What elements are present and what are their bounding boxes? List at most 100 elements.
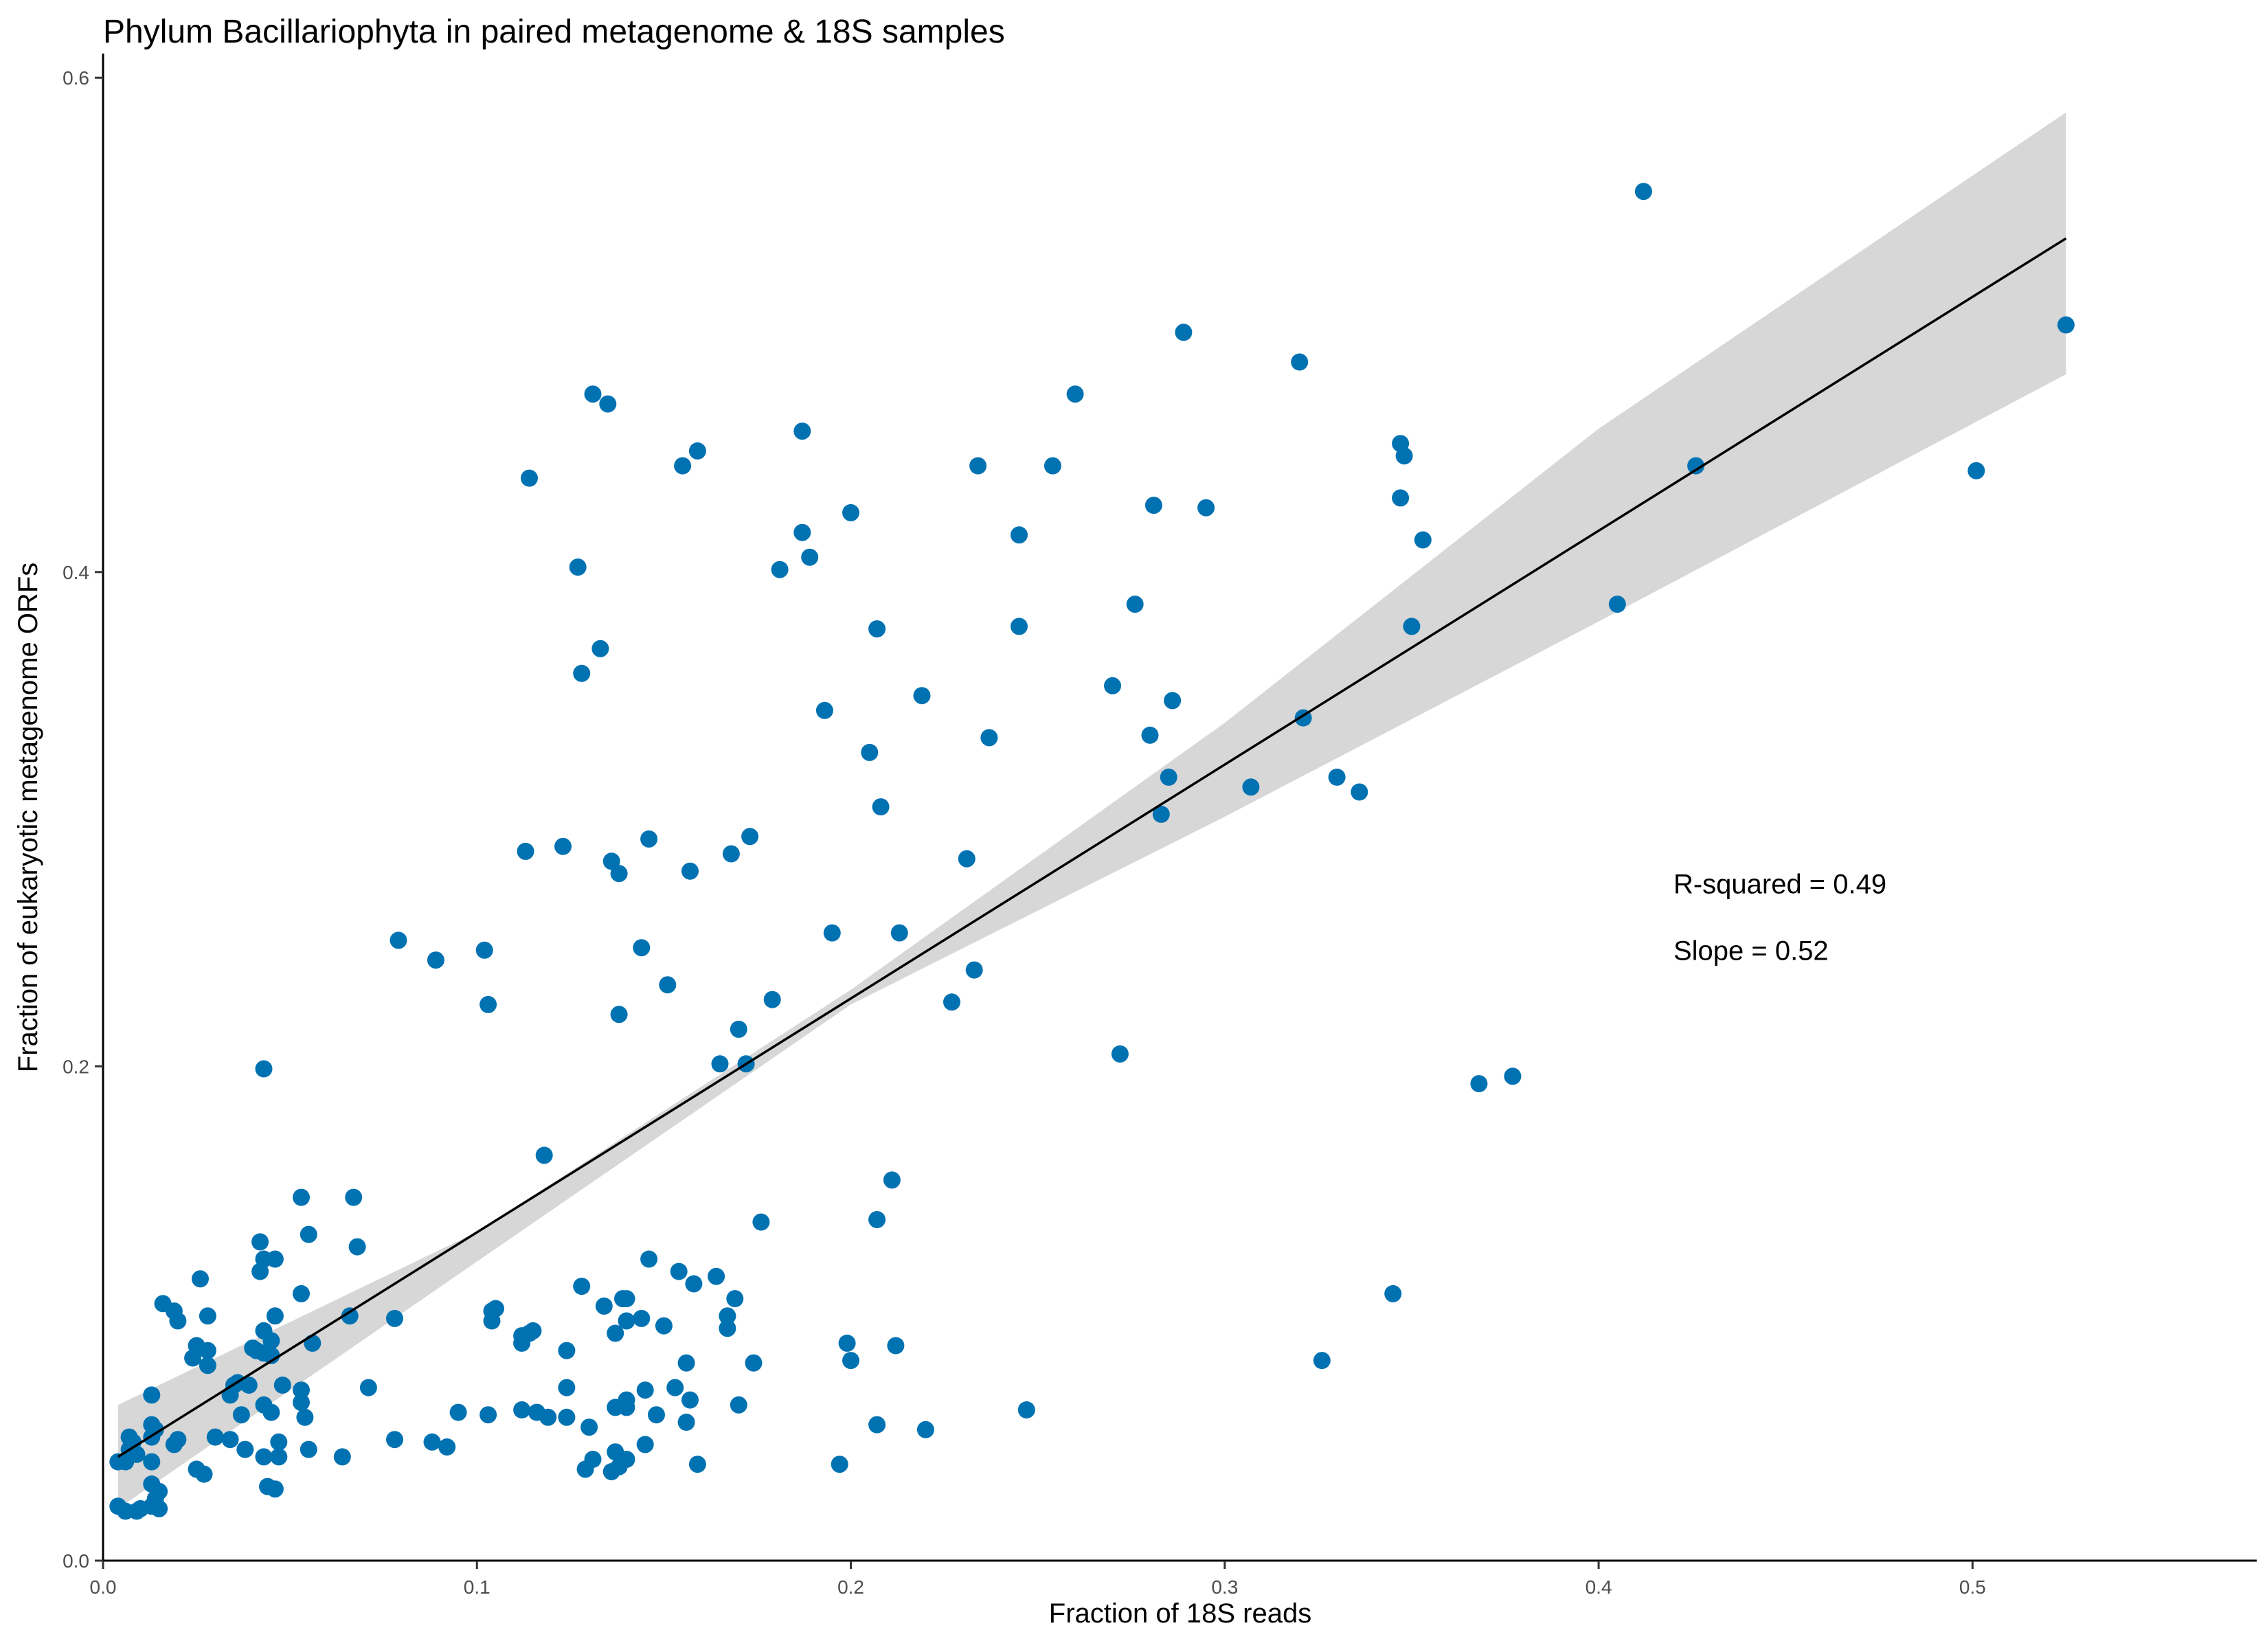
data-point — [943, 993, 960, 1011]
data-point — [266, 1250, 284, 1268]
data-point — [221, 1431, 239, 1449]
data-point — [1392, 489, 1410, 507]
data-point — [730, 1396, 747, 1414]
data-point — [640, 830, 658, 848]
data-point — [842, 1352, 859, 1370]
data-point — [1470, 1075, 1488, 1093]
data-point — [958, 850, 975, 868]
data-point — [304, 1334, 322, 1352]
y-axis-title: Fraction of eukaryotic metagenome ORFs — [13, 563, 43, 1073]
data-point — [584, 385, 602, 403]
data-point — [633, 939, 651, 957]
data-point — [199, 1342, 216, 1359]
data-point — [883, 1171, 901, 1189]
annotation-layer: R-squared = 0.49 Slope = 0.52 — [1673, 870, 1886, 966]
data-point — [199, 1357, 216, 1374]
data-point — [1351, 783, 1368, 801]
data-point — [591, 640, 609, 657]
data-point — [270, 1433, 288, 1451]
data-point — [386, 1431, 403, 1449]
data-point — [838, 1334, 856, 1352]
data-point — [513, 1401, 531, 1418]
x-tick-label: 0.4 — [1586, 1576, 1612, 1598]
data-point — [1144, 497, 1162, 514]
data-point — [681, 1391, 699, 1409]
data-point — [348, 1238, 366, 1256]
data-point — [618, 1290, 635, 1308]
data-point — [1011, 526, 1028, 544]
data-point — [438, 1438, 456, 1456]
stat-annotation: R-squared = 0.49 — [1673, 870, 1886, 900]
data-point — [868, 1211, 886, 1228]
data-point — [240, 1377, 258, 1394]
data-point — [359, 1379, 377, 1396]
data-point — [711, 1055, 729, 1073]
chart-title: Phylum Bacillariophyta in paired metagen… — [103, 14, 1005, 50]
data-point — [300, 1225, 317, 1243]
data-point — [1044, 457, 1061, 475]
data-point — [192, 1270, 209, 1288]
data-point — [1313, 1352, 1331, 1370]
data-point — [475, 941, 493, 959]
data-point — [887, 1337, 905, 1355]
data-point — [580, 1418, 598, 1436]
data-point — [1104, 677, 1121, 694]
data-point — [674, 457, 692, 475]
data-point — [480, 1406, 497, 1424]
data-point — [602, 852, 620, 870]
data-point — [916, 1421, 934, 1438]
data-point — [1175, 324, 1193, 341]
data-point — [1197, 499, 1215, 517]
data-point — [293, 1394, 310, 1412]
data-point — [771, 561, 789, 578]
data-point — [685, 1275, 703, 1293]
data-point — [1111, 1045, 1129, 1063]
data-point — [648, 1406, 665, 1424]
data-point — [719, 1320, 736, 1337]
data-point — [752, 1213, 770, 1231]
points-layer — [109, 183, 2075, 1520]
data-point — [390, 931, 407, 949]
data-point — [262, 1346, 280, 1364]
data-point — [633, 1309, 651, 1327]
data-point — [688, 442, 706, 460]
data-point — [1066, 385, 1084, 403]
data-point — [670, 1263, 688, 1280]
data-point — [681, 862, 699, 880]
data-point — [300, 1440, 317, 1458]
axes-layer: 0.0 0.1 0.2 0.3 0.4 0.5 0.0 0.2 0.4 0.6 — [63, 54, 2257, 1598]
data-point — [251, 1233, 269, 1251]
data-point — [128, 1445, 146, 1463]
data-point — [517, 842, 534, 860]
data-point — [595, 1297, 613, 1315]
data-point — [143, 1453, 161, 1471]
data-point — [1414, 531, 1432, 549]
data-point — [793, 523, 811, 541]
data-point — [535, 1146, 553, 1164]
data-point — [655, 1317, 673, 1335]
data-point — [980, 729, 998, 747]
data-point — [150, 1482, 168, 1500]
data-point — [666, 1379, 684, 1396]
data-point — [831, 1456, 848, 1473]
data-point — [1328, 768, 1346, 786]
data-point — [480, 995, 497, 1013]
data-point — [262, 1403, 280, 1421]
x-axis-title: Fraction of 18S reads — [1049, 1598, 1311, 1629]
data-point — [1504, 1067, 1522, 1085]
y-tick-label: 0.2 — [63, 1056, 89, 1077]
data-point — [558, 1379, 576, 1396]
x-tick-label: 0.5 — [1959, 1576, 1986, 1598]
data-point — [793, 422, 811, 440]
x-tick-label: 0.0 — [90, 1576, 117, 1598]
data-point — [677, 1354, 695, 1372]
data-point — [610, 1006, 628, 1023]
data-point — [618, 1312, 635, 1330]
data-point — [890, 924, 908, 942]
data-point — [1634, 183, 1652, 201]
data-point — [539, 1408, 557, 1426]
data-point — [636, 1381, 654, 1399]
data-point — [1608, 596, 1626, 613]
